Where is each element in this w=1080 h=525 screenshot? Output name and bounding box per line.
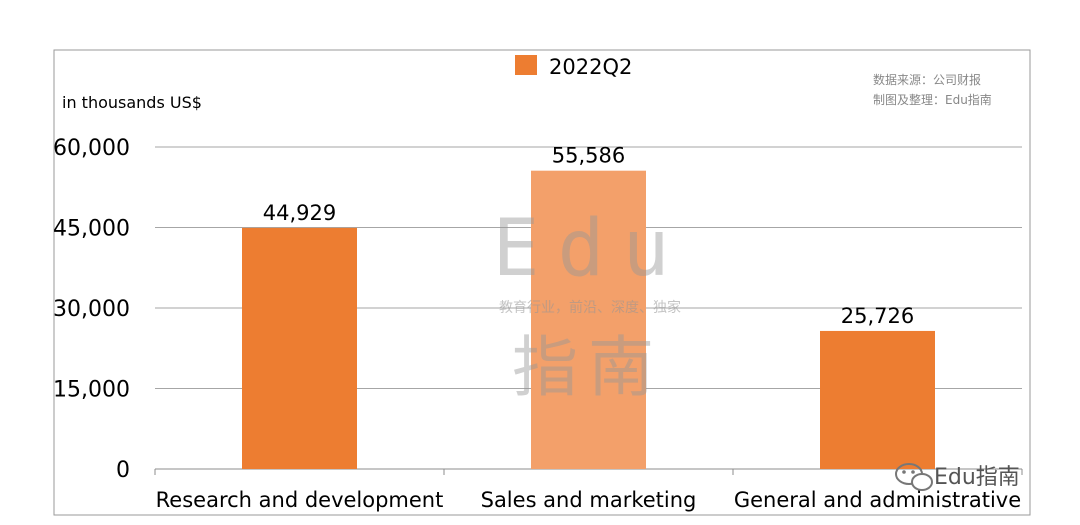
- source-note-line1: 数据来源：公司财报: [873, 72, 981, 87]
- data-labels: 44,929 55,586 25,726: [263, 144, 914, 328]
- legend-swatch: [515, 55, 537, 75]
- y-tick-label: 30,000: [53, 297, 130, 322]
- y-axis-ticks: 0 15,000 30,000 45,000 60,000: [53, 136, 130, 483]
- brand-label: Edu指南: [934, 465, 1020, 490]
- y-tick-label: 45,000: [53, 217, 130, 242]
- chart-frame: [53, 49, 1031, 516]
- brand-badge: Edu指南: [895, 463, 1020, 491]
- y-tick-label: 0: [116, 458, 130, 483]
- legend: 2022Q2: [515, 55, 632, 79]
- watermark-tagline: 教育行业，前沿、深度、独家: [499, 299, 681, 316]
- watermark-chinese: 指南: [512, 329, 664, 406]
- data-label: 25,726: [841, 304, 914, 328]
- bar: [242, 227, 357, 469]
- bar: [820, 330, 935, 469]
- bars: [242, 170, 935, 469]
- y-tick-label: 60,000: [53, 136, 130, 161]
- wechat-icon: [895, 463, 933, 491]
- y-tick-label: 15,000: [53, 378, 130, 403]
- data-label: 55,586: [552, 144, 625, 168]
- category-label: Sales and marketing: [481, 488, 697, 512]
- watermark: Edu 教育行业，前沿、深度、独家 指南: [493, 204, 688, 406]
- category-label: General and administrative: [734, 488, 1021, 512]
- legend-label: 2022Q2: [549, 55, 632, 79]
- source-note-line2: 制图及整理：Edu指南: [873, 92, 992, 107]
- bar: [531, 170, 646, 469]
- watermark-latin: Edu: [493, 204, 688, 294]
- y-axis-label: in thousands US$: [62, 93, 202, 112]
- category-label: Research and development: [156, 488, 444, 512]
- category-labels: Research and development Sales and market…: [156, 488, 1022, 512]
- data-label: 44,929: [263, 201, 336, 225]
